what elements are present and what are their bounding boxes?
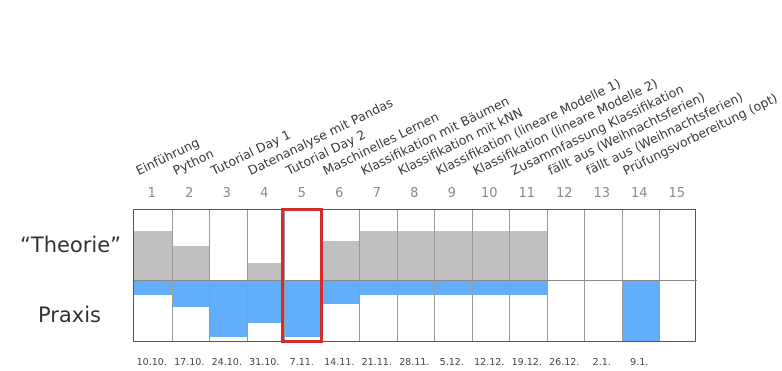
week-cell — [209, 210, 247, 341]
week-cell — [659, 210, 697, 341]
week-number: 5 — [297, 186, 306, 201]
week-cell — [471, 210, 509, 341]
theory-bar — [435, 231, 472, 280]
week-number: 8 — [410, 186, 419, 201]
midline — [585, 280, 622, 281]
week-date: 26.12. — [549, 357, 580, 368]
week-date: 24.10. — [211, 357, 242, 368]
theory-row-label: “Theorie” — [20, 233, 122, 257]
midline — [510, 280, 547, 281]
schedule-grid — [133, 209, 697, 342]
highlighted-week-frame — [281, 208, 323, 343]
practice-bar — [435, 280, 472, 295]
midline — [547, 280, 584, 281]
week-cell — [396, 210, 434, 341]
theory-bar — [360, 231, 397, 280]
practice-bar — [210, 280, 247, 338]
week-cell — [134, 210, 172, 341]
practice-bar — [247, 280, 284, 324]
midline — [210, 280, 247, 281]
week-cell — [171, 210, 209, 341]
practice-bar — [510, 280, 547, 295]
week-date: 7.11. — [289, 357, 314, 368]
week-number: 14 — [630, 186, 648, 201]
week-date: 14.11. — [324, 357, 355, 368]
week-number: 4 — [260, 186, 269, 201]
week-number: 1 — [147, 186, 156, 201]
week-date: 2.1. — [592, 357, 611, 368]
week-cell — [621, 210, 659, 341]
theory-bar — [322, 240, 359, 280]
midline — [285, 280, 322, 281]
theory-bar — [510, 231, 547, 280]
week-cell — [359, 210, 397, 341]
practice-bar — [360, 280, 397, 295]
practice-bar — [472, 280, 509, 295]
week-number: 11 — [518, 186, 536, 201]
week-date: 19.12. — [511, 357, 542, 368]
week-date: 21.11. — [361, 357, 392, 368]
week-date: 17.10. — [174, 357, 205, 368]
practice-bar — [134, 280, 172, 295]
week-cell — [509, 210, 547, 341]
midline — [172, 280, 209, 281]
practice-row-label: Praxis — [38, 303, 101, 327]
week-number: 10 — [480, 186, 498, 201]
practice-bar — [322, 280, 359, 305]
week-number: 2 — [185, 186, 194, 201]
midline — [247, 280, 284, 281]
midline — [397, 280, 434, 281]
theory-bar — [247, 263, 284, 280]
week-cell — [284, 210, 322, 341]
theory-bar — [397, 231, 434, 280]
theory-bar — [172, 245, 209, 280]
week-date: 31.10. — [249, 357, 280, 368]
week-cell — [246, 210, 284, 341]
midline — [360, 280, 397, 281]
midline — [435, 280, 472, 281]
week-date: 9.1. — [630, 357, 649, 368]
practice-bar — [172, 280, 209, 307]
midline — [134, 280, 172, 281]
week-date: 5.12. — [439, 357, 464, 368]
week-number: 6 — [335, 186, 344, 201]
midline — [322, 280, 359, 281]
midline — [660, 280, 697, 281]
practice-bar — [285, 280, 322, 338]
week-number: 12 — [555, 186, 573, 201]
midline — [622, 280, 659, 281]
week-number: 13 — [593, 186, 611, 201]
week-number: 3 — [222, 186, 231, 201]
theory-bar — [472, 231, 509, 280]
week-number: 9 — [447, 186, 456, 201]
midline — [472, 280, 509, 281]
week-cell — [584, 210, 622, 341]
week-cell — [434, 210, 472, 341]
week-date: 12.12. — [474, 357, 505, 368]
week-number: 7 — [372, 186, 381, 201]
theory-bar — [134, 231, 172, 280]
week-cell — [321, 210, 359, 341]
week-number: 15 — [668, 186, 686, 201]
week-date: 28.11. — [399, 357, 430, 368]
week-date: 10.10. — [136, 357, 167, 368]
practice-bar — [622, 280, 659, 341]
week-cell — [546, 210, 584, 341]
practice-bar — [397, 280, 434, 295]
